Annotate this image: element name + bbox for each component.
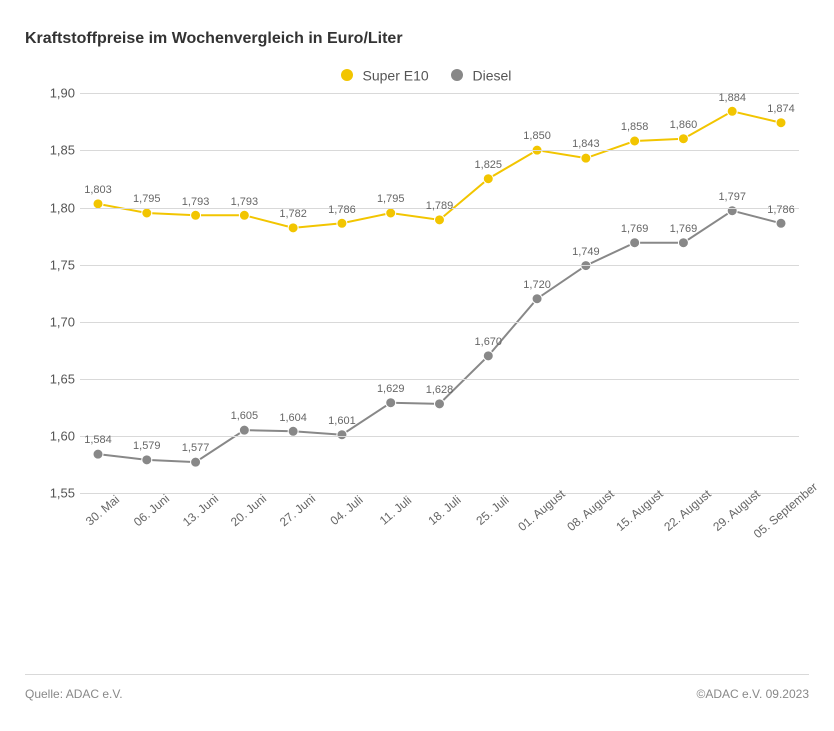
data-label: 1,628 xyxy=(426,384,454,396)
source-label: Quelle: ADAC e.V. xyxy=(25,687,123,701)
chart-footer: Quelle: ADAC e.V. ©ADAC e.V. 09.2023 xyxy=(25,674,809,701)
data-point xyxy=(483,351,493,361)
data-point xyxy=(93,449,103,459)
data-point xyxy=(435,399,445,409)
data-label: 1,769 xyxy=(621,223,649,235)
data-label: 1,795 xyxy=(133,193,161,205)
legend-label-super-e10: Super E10 xyxy=(363,67,429,83)
data-point xyxy=(581,153,591,163)
gridline xyxy=(80,93,799,94)
data-point xyxy=(776,118,786,128)
data-point xyxy=(142,455,152,465)
y-tick-label: 1,80 xyxy=(25,200,75,215)
legend-label-diesel: Diesel xyxy=(472,67,511,83)
chart-container: Kraftstoffpreise im Wochenvergleich in E… xyxy=(0,0,834,731)
data-point xyxy=(386,398,396,408)
x-tick-label: 30. Mai xyxy=(83,493,122,529)
data-label: 1,577 xyxy=(182,442,210,454)
data-point xyxy=(288,427,298,437)
x-tick-label: 18. Juli xyxy=(425,493,463,528)
data-label: 1,584 xyxy=(84,434,112,446)
y-tick-label: 1,85 xyxy=(25,143,75,158)
gridline xyxy=(80,322,799,323)
data-label: 1,793 xyxy=(231,196,259,208)
data-point xyxy=(532,294,542,304)
data-label: 1,601 xyxy=(328,415,356,427)
data-point xyxy=(191,211,201,221)
gridline xyxy=(80,436,799,437)
data-label: 1,797 xyxy=(718,191,746,203)
x-tick-label: 27. Juni xyxy=(277,492,318,530)
y-tick-label: 1,75 xyxy=(25,257,75,272)
data-point xyxy=(678,134,688,144)
data-label: 1,786 xyxy=(767,204,795,216)
data-label: 1,629 xyxy=(377,383,405,395)
data-label: 1,843 xyxy=(572,138,600,150)
data-point xyxy=(386,208,396,218)
x-tick-label: 06. Juni xyxy=(131,492,172,530)
x-tick-label: 22. August xyxy=(662,487,714,534)
legend-swatch-super-e10 xyxy=(341,69,353,81)
series-line xyxy=(98,211,781,462)
data-point xyxy=(191,457,201,467)
data-point xyxy=(337,430,347,440)
chart-title: Kraftstoffpreise im Wochenvergleich in E… xyxy=(25,30,809,48)
gridline xyxy=(80,265,799,266)
gridline xyxy=(80,150,799,151)
data-label: 1,850 xyxy=(523,130,551,142)
plot-wrap: 1,803 1,795 1,793 1,793 1,782 1,786 1,795 1,789… xyxy=(25,93,809,493)
data-label: 1,860 xyxy=(670,119,698,131)
x-tick-label: 01. August xyxy=(515,487,567,534)
y-tick-label: 1,60 xyxy=(25,429,75,444)
data-label: 1,786 xyxy=(328,204,356,216)
data-label: 1,803 xyxy=(84,184,112,196)
data-point xyxy=(337,219,347,229)
gridline xyxy=(80,379,799,380)
x-axis-labels: 30. Mai06. Juni13. Juni20. Juni27. Juni 0… xyxy=(25,493,809,633)
legend-swatch-diesel xyxy=(451,69,463,81)
data-label: 1,749 xyxy=(572,246,600,258)
data-label: 1,884 xyxy=(718,92,746,104)
legend: Super E10 Diesel xyxy=(25,66,809,83)
data-point xyxy=(727,107,737,117)
data-label: 1,605 xyxy=(231,410,259,422)
data-label: 1,579 xyxy=(133,440,161,452)
data-label: 1,670 xyxy=(475,336,503,348)
data-label: 1,769 xyxy=(670,223,698,235)
data-point xyxy=(239,425,249,435)
data-point xyxy=(483,174,493,184)
data-label: 1,793 xyxy=(182,196,210,208)
data-label: 1,795 xyxy=(377,193,405,205)
y-tick-label: 1,90 xyxy=(25,86,75,101)
data-point xyxy=(435,215,445,225)
x-tick-label: 08. August xyxy=(564,487,616,534)
data-point xyxy=(581,261,591,271)
x-tick-label: 25. Juli xyxy=(474,493,512,528)
x-tick-label: 20. Juni xyxy=(228,492,269,530)
data-label: 1,604 xyxy=(279,412,307,424)
data-point xyxy=(630,238,640,248)
data-point xyxy=(288,223,298,233)
data-point xyxy=(239,211,249,221)
copyright-label: ©ADAC e.V. 09.2023 xyxy=(697,687,809,701)
data-label: 1,825 xyxy=(475,159,503,171)
x-tick-label: 13. Juni xyxy=(179,492,220,530)
data-point xyxy=(678,238,688,248)
chart-lines-svg xyxy=(80,93,799,493)
x-tick-label: 15. August xyxy=(613,487,665,534)
x-tick-label: 11. Juli xyxy=(376,493,413,528)
data-point xyxy=(776,219,786,229)
data-point xyxy=(142,208,152,218)
data-label: 1,782 xyxy=(279,208,307,220)
data-label: 1,874 xyxy=(767,103,795,115)
data-label: 1,720 xyxy=(523,279,551,291)
data-label: 1,858 xyxy=(621,121,649,133)
y-tick-label: 1,65 xyxy=(25,372,75,387)
data-point xyxy=(630,136,640,146)
data-label: 1,789 xyxy=(426,200,454,212)
plot-area: 1,803 1,795 1,793 1,793 1,782 1,786 1,795 1,789… xyxy=(80,93,799,493)
x-tick-label: 04. Juli xyxy=(327,493,365,528)
y-tick-label: 1,70 xyxy=(25,314,75,329)
